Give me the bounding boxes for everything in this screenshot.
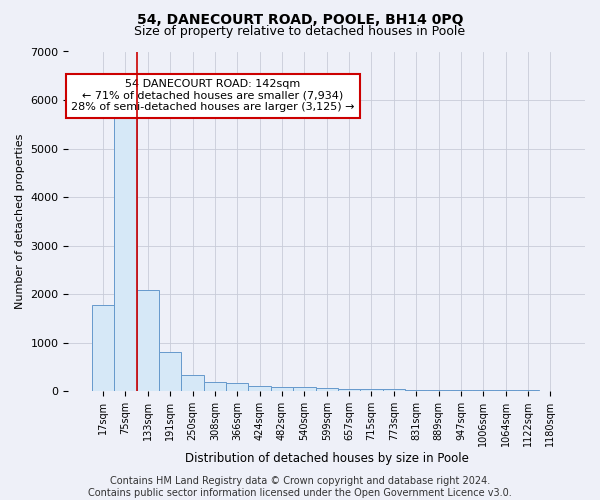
Bar [472,390,494,391]
Bar [427,390,450,391]
Bar [226,384,248,391]
Bar [450,390,472,391]
Bar [316,388,338,391]
Bar [338,389,360,391]
Text: Size of property relative to detached houses in Poole: Size of property relative to detached ho… [134,25,466,38]
Bar [204,382,226,391]
Bar [360,389,383,391]
Bar [137,290,159,391]
Text: 54 DANECOURT ROAD: 142sqm
← 71% of detached houses are smaller (7,934)
28% of se: 54 DANECOURT ROAD: 142sqm ← 71% of detac… [71,79,355,112]
Text: Contains HM Land Registry data © Crown copyright and database right 2024.
Contai: Contains HM Land Registry data © Crown c… [88,476,512,498]
X-axis label: Distribution of detached houses by size in Poole: Distribution of detached houses by size … [185,452,469,465]
Bar [405,390,427,391]
Bar [517,390,539,391]
Bar [248,386,271,391]
Bar [114,108,137,391]
Bar [383,390,405,391]
Bar [539,390,562,391]
Bar [159,352,181,391]
Bar [494,390,517,391]
Bar [271,386,293,391]
Y-axis label: Number of detached properties: Number of detached properties [15,134,25,309]
Bar [181,374,204,391]
Text: 54, DANECOURT ROAD, POOLE, BH14 0PQ: 54, DANECOURT ROAD, POOLE, BH14 0PQ [137,12,463,26]
Bar [92,305,114,391]
Bar [293,388,316,391]
